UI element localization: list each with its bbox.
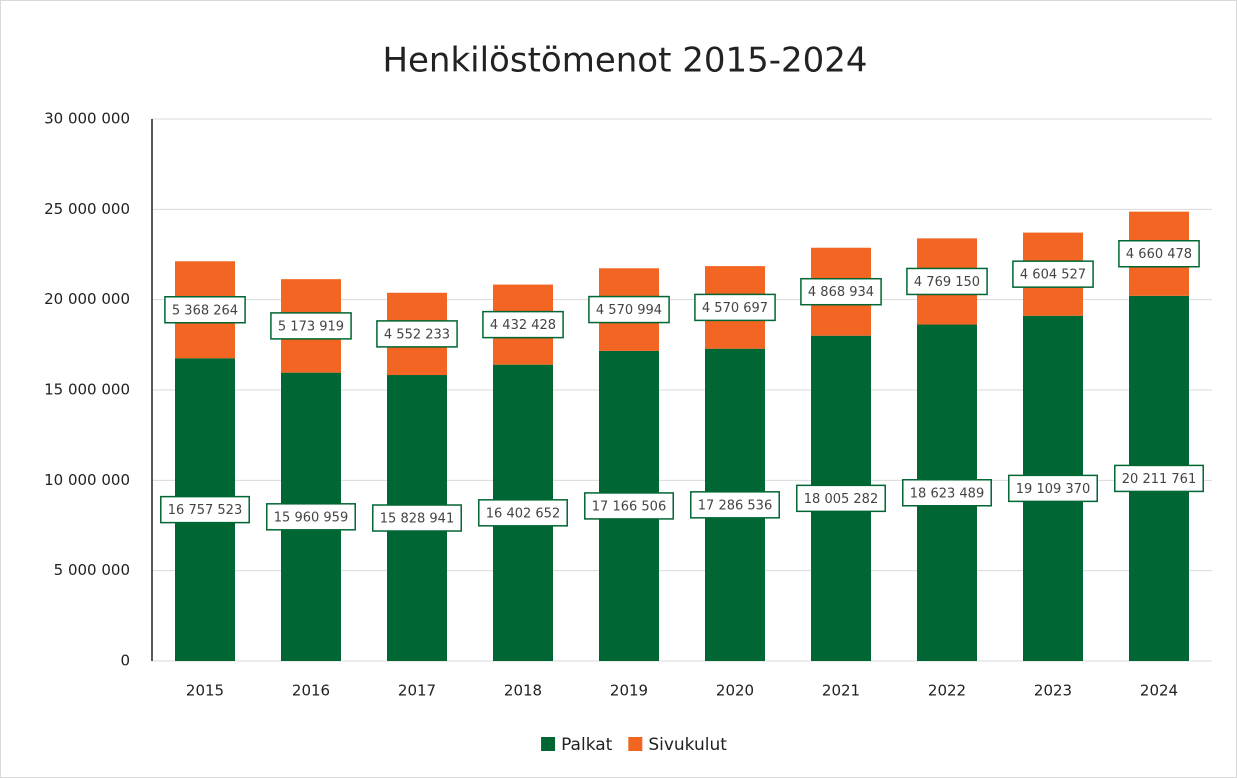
y-tick-label: 25 000 000 bbox=[44, 200, 130, 218]
value-label-box bbox=[588, 295, 670, 324]
value-label: 5 368 264 bbox=[172, 303, 238, 318]
value-label-box bbox=[584, 492, 674, 520]
value-label-box bbox=[376, 320, 458, 348]
value-label-box bbox=[800, 277, 882, 306]
y-tick-label: 10 000 000 bbox=[44, 471, 130, 489]
x-tick-label: 2023 bbox=[1034, 682, 1072, 700]
value-label-box bbox=[902, 479, 992, 507]
value-label: 4 769 150 bbox=[914, 275, 980, 290]
value-label-box bbox=[478, 499, 568, 527]
x-tick-label: 2020 bbox=[716, 682, 754, 700]
y-tick-label: 5 000 000 bbox=[54, 561, 130, 579]
value-label-box bbox=[164, 296, 246, 324]
x-tick-label: 2016 bbox=[292, 682, 330, 700]
value-label: 4 660 478 bbox=[1126, 247, 1192, 262]
legend-swatch bbox=[541, 737, 556, 751]
legend-label: Sivukulut bbox=[648, 735, 727, 755]
value-label-box bbox=[372, 504, 462, 532]
x-tick-label: 2019 bbox=[610, 682, 648, 700]
value-label-box bbox=[160, 495, 250, 524]
value-label-box bbox=[1118, 239, 1200, 268]
value-label: 18 623 489 bbox=[910, 486, 984, 501]
value-label: 4 570 994 bbox=[596, 303, 662, 318]
value-label: 4 552 233 bbox=[384, 327, 450, 342]
value-label-box bbox=[906, 267, 988, 296]
value-label: 16 402 652 bbox=[486, 506, 560, 521]
x-tick-label: 2018 bbox=[504, 682, 542, 700]
value-label: 16 757 523 bbox=[168, 503, 242, 518]
value-label-box bbox=[690, 491, 780, 519]
x-tick-label: 2017 bbox=[398, 682, 436, 700]
value-label-box bbox=[1114, 464, 1204, 493]
value-label-box bbox=[1012, 260, 1094, 288]
value-label: 18 005 282 bbox=[804, 492, 878, 507]
y-tick-label: 15 000 000 bbox=[44, 381, 130, 399]
x-tick-label: 2022 bbox=[928, 682, 966, 700]
value-label: 4 604 527 bbox=[1020, 268, 1086, 283]
legend-label: Palkat bbox=[561, 735, 613, 755]
value-label: 17 286 536 bbox=[698, 498, 772, 513]
y-tick-label: 30 000 000 bbox=[44, 110, 130, 128]
value-label-box bbox=[270, 312, 352, 340]
x-tick-label: 2021 bbox=[822, 682, 860, 700]
value-label: 15 960 959 bbox=[274, 510, 348, 525]
value-label: 19 109 370 bbox=[1016, 482, 1090, 497]
y-tick-label: 20 000 000 bbox=[44, 290, 130, 308]
value-label-box bbox=[694, 293, 776, 322]
value-label-box bbox=[1008, 474, 1098, 503]
value-label: 5 173 919 bbox=[278, 319, 344, 334]
value-label: 20 211 761 bbox=[1122, 472, 1196, 487]
value-label: 17 166 506 bbox=[592, 499, 666, 514]
legend-swatch bbox=[628, 737, 643, 751]
value-label: 4 432 428 bbox=[490, 318, 556, 333]
x-tick-label: 2024 bbox=[1140, 682, 1178, 700]
y-tick-label: 0 bbox=[120, 652, 130, 670]
chart-title: Henkilöstömenot 2015-2024 bbox=[382, 41, 867, 81]
x-tick-label: 2015 bbox=[186, 682, 224, 700]
value-label-box bbox=[482, 310, 564, 339]
value-label: 4 868 934 bbox=[808, 285, 874, 300]
value-label: 15 828 941 bbox=[380, 512, 454, 527]
value-label: 4 570 697 bbox=[702, 301, 768, 316]
value-label-box bbox=[796, 484, 886, 513]
value-label-box bbox=[266, 503, 356, 531]
